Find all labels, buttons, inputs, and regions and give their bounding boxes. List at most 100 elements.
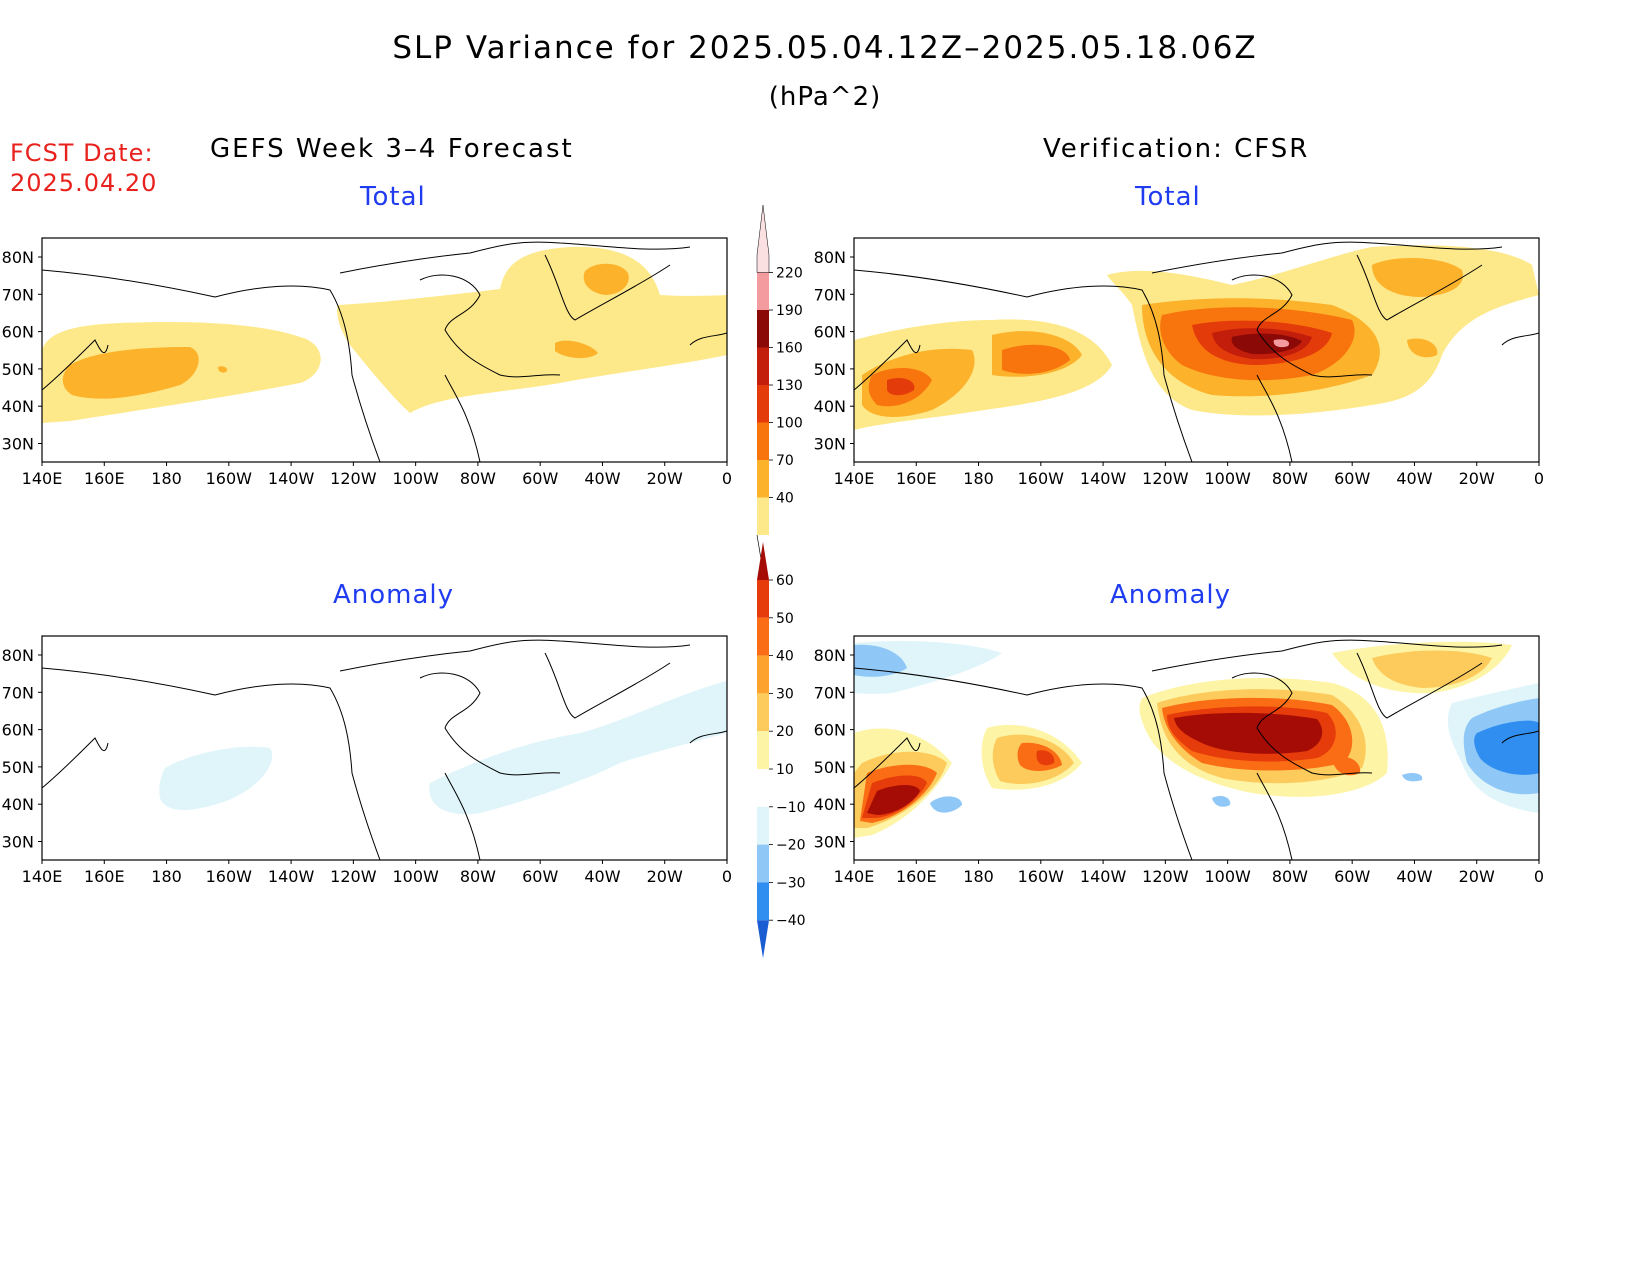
lat-tick-label: 30N <box>2 833 34 852</box>
lat-tick-label: 70N <box>814 285 846 304</box>
colorbar-swatch <box>757 844 769 883</box>
lat-tick-label: 80N <box>2 248 34 267</box>
lat-tick-label: 40N <box>814 795 846 814</box>
lon-tick-label: 180 <box>963 469 994 488</box>
right-heading: Verification: CFSR <box>1043 134 1310 164</box>
colorbar-label: 160 <box>776 341 803 357</box>
verification-total-axes: 140E 160E 180 160W 140W 120W 100W 80W 60W 40W 20W 0… <box>814 248 1544 488</box>
lon-tick-label: 40W <box>584 867 620 886</box>
colorbar-label: 10 <box>776 762 794 778</box>
verification-anomaly-shading <box>854 641 1539 838</box>
left-heading: GEFS Week 3–4 Forecast <box>210 134 574 164</box>
lat-tick-label: 30N <box>814 435 846 454</box>
colorbar-swatch <box>757 310 769 348</box>
lat-tick-label: 30N <box>2 435 34 454</box>
colorbar-swatch <box>757 806 769 845</box>
lon-tick-label: 0 <box>722 867 732 886</box>
forecast-total-coastlines <box>42 241 727 462</box>
lat-tick-label: 50N <box>814 758 846 777</box>
forecast-anomaly-frame <box>41 635 728 861</box>
colorbar-label: 220 <box>776 266 803 282</box>
forecast-anomaly-map: 140E 160E 180 160W 140W 120W 100W 80W 60W 40W 20W 0… <box>2 635 732 886</box>
colorbar-swatch <box>757 655 769 694</box>
lat-tick-label: 60N <box>814 721 846 740</box>
colorbar-label: −40 <box>776 913 806 929</box>
lat-tick-label: 60N <box>2 721 34 740</box>
lon-tick-label: 140W <box>1080 867 1127 886</box>
lat-tick-label: 70N <box>2 285 34 304</box>
colorbar-swatch <box>757 542 769 580</box>
colorbar-swatch <box>756 204 770 273</box>
lon-tick-label: 140W <box>268 867 315 886</box>
lon-tick-label: 160E <box>896 469 937 488</box>
forecast-anomaly-axes: 140E 160E 180 160W 140W 120W 100W 80W 60W 40W 20W 0… <box>2 646 732 886</box>
lat-tick-label: 50N <box>2 360 34 379</box>
lon-tick-label: 160E <box>84 469 125 488</box>
lon-tick-label: 0 <box>1534 469 1544 488</box>
colorbar-label: 130 <box>776 378 803 394</box>
lon-tick-label: 180 <box>151 469 182 488</box>
lon-tick-label: 20W <box>647 867 683 886</box>
lon-tick-label: 160E <box>84 867 125 886</box>
lon-tick-label: 100W <box>1204 867 1251 886</box>
lon-tick-label: 80W <box>460 867 496 886</box>
colorbar-swatch <box>757 693 769 732</box>
lon-tick-label: 160W <box>206 469 253 488</box>
figure-title: SLP Variance for 2025.05.04.12Z–2025.05.… <box>392 30 1258 66</box>
verification-anomaly-frame <box>853 635 1540 861</box>
lat-tick-label: 80N <box>814 248 846 267</box>
forecast-total-map: 140E 160E 180 160W 140W 120W 100W 80W 60W 40W 20W 0… <box>2 237 732 488</box>
lat-tick-label: 30N <box>814 833 846 852</box>
units-label: (hPa^2) <box>768 82 882 112</box>
lon-tick-label: 160W <box>206 867 253 886</box>
colorbar-swatch <box>757 617 769 656</box>
colorbar-label: 70 <box>776 453 794 469</box>
lon-tick-label: 140E <box>834 469 875 488</box>
colorbar-swatch <box>757 920 769 959</box>
lon-tick-label: 60W <box>522 469 558 488</box>
lon-tick-label: 160W <box>1018 469 1065 488</box>
colorbar-label: 190 <box>776 303 803 319</box>
colorbar-label: 40 <box>776 649 794 665</box>
verification-total-frame <box>853 237 1540 463</box>
colorbar-swatch <box>757 769 769 807</box>
lon-tick-label: 60W <box>1334 867 1370 886</box>
verification-total-shading <box>854 245 1539 430</box>
lat-tick-label: 70N <box>814 683 846 702</box>
lon-tick-label: 0 <box>722 469 732 488</box>
verif-anomaly-title: Anomaly <box>1110 580 1232 610</box>
lat-tick-label: 60N <box>2 323 34 342</box>
lon-tick-label: 100W <box>392 469 439 488</box>
lat-tick-label: 40N <box>2 397 34 416</box>
lon-tick-label: 140W <box>268 469 315 488</box>
lon-tick-label: 140W <box>1080 469 1127 488</box>
fcst-total-title: Total <box>360 182 426 212</box>
lon-tick-label: 20W <box>1459 469 1495 488</box>
lat-tick-label: 40N <box>2 795 34 814</box>
lon-tick-label: 180 <box>963 867 994 886</box>
lon-tick-label: 80W <box>460 469 496 488</box>
verif-total-title: Total <box>1135 182 1201 212</box>
colorbar-label: 40 <box>776 491 794 507</box>
colorbar-swatch <box>757 882 769 921</box>
colorbar-label: 30 <box>776 686 794 702</box>
lon-tick-label: 160W <box>1018 867 1065 886</box>
lat-tick-label: 50N <box>814 360 846 379</box>
colorbar-swatch <box>757 272 769 310</box>
verification-anomaly-coastlines <box>854 639 1539 860</box>
anomaly-colorbar-group: 60 50 40 30 20 10 −10 −20 −30 −40 <box>757 542 806 959</box>
colorbar-swatch <box>757 385 769 423</box>
lon-tick-label: 40W <box>584 469 620 488</box>
lon-tick-label: 120W <box>1142 867 1189 886</box>
forecast-date-label: FCST Date: 2025.04.20 <box>10 138 157 198</box>
lon-tick-label: 60W <box>522 867 558 886</box>
lon-tick-label: 140E <box>22 867 63 886</box>
fcst-anomaly-title: Anomaly <box>333 580 455 610</box>
lat-tick-label: 70N <box>2 683 34 702</box>
lon-tick-label: 140E <box>22 469 63 488</box>
colorbar-swatch <box>757 731 769 769</box>
forecast-anomaly-shading <box>159 681 727 815</box>
verification-total-coastlines <box>854 241 1539 462</box>
colorbar-label: −20 <box>776 838 806 854</box>
colorbar-swatch <box>757 460 769 498</box>
